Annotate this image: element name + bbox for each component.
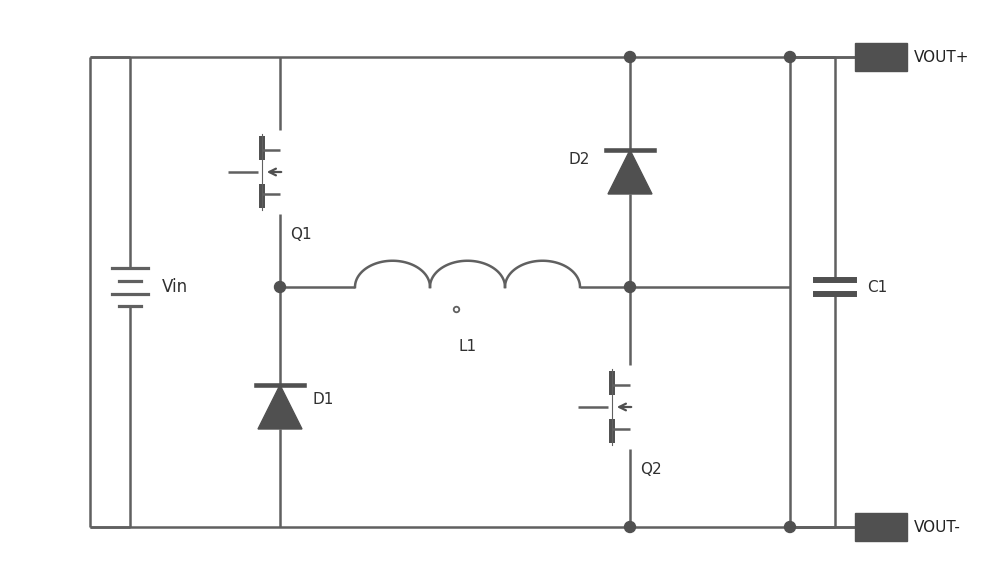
Circle shape — [624, 282, 636, 293]
Bar — [855, 43, 907, 71]
Polygon shape — [608, 150, 652, 194]
Text: D2: D2 — [568, 152, 589, 168]
Bar — [855, 513, 907, 541]
Circle shape — [624, 521, 636, 533]
Text: Q2: Q2 — [640, 462, 662, 477]
Circle shape — [784, 51, 796, 62]
Text: L1: L1 — [458, 339, 477, 354]
Text: Vin: Vin — [162, 278, 188, 296]
Circle shape — [275, 282, 286, 293]
Circle shape — [624, 51, 636, 62]
Text: VOUT-: VOUT- — [914, 520, 961, 534]
Text: D1: D1 — [312, 392, 333, 406]
Polygon shape — [258, 385, 302, 429]
Text: VOUT+: VOUT+ — [914, 49, 970, 65]
Circle shape — [784, 521, 796, 533]
Text: C1: C1 — [867, 279, 887, 294]
Text: Q1: Q1 — [290, 227, 312, 242]
